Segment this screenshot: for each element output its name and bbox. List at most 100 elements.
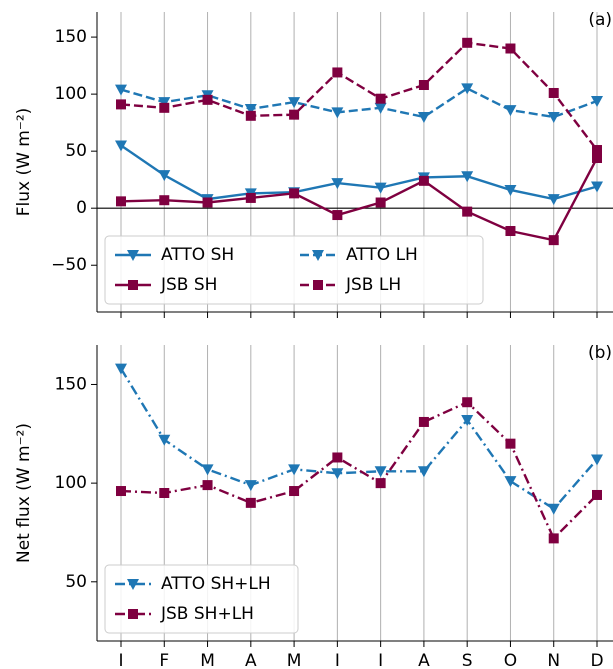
legend-marker xyxy=(127,579,139,590)
y-tick-label: 150 xyxy=(55,27,87,47)
marker xyxy=(332,452,343,463)
marker xyxy=(417,111,430,123)
marker xyxy=(418,80,429,91)
legend-box xyxy=(104,564,299,634)
marker xyxy=(462,37,473,48)
marker xyxy=(116,486,126,497)
marker xyxy=(202,197,213,208)
marker xyxy=(504,105,517,117)
y-tick-label: 100 xyxy=(55,473,87,493)
marker xyxy=(115,84,127,96)
y-tick-label: −50 xyxy=(51,255,87,275)
marker xyxy=(202,480,213,491)
series-line xyxy=(120,157,599,242)
series-line xyxy=(120,87,598,119)
marker xyxy=(504,184,517,196)
panel: −50 0 50 100 150 Flux (W m⁻²) (a) xyxy=(14,10,613,318)
marker xyxy=(374,102,387,114)
legend-label: JSB LH xyxy=(345,275,401,295)
marker xyxy=(461,83,474,95)
marker xyxy=(115,140,127,152)
legend: ATTO SH+LH JSB SH+LH xyxy=(104,564,299,634)
marker xyxy=(332,210,343,221)
marker xyxy=(417,466,430,478)
y-axis-label: Flux (W m⁻²) xyxy=(14,108,34,217)
legend: ATTO SH JSB SH ATTO LH JSB LH xyxy=(104,235,484,305)
marker xyxy=(375,197,386,208)
legend-marker xyxy=(128,609,138,619)
x-tick-label: I xyxy=(335,651,340,669)
marker xyxy=(288,97,301,109)
marker xyxy=(159,195,170,206)
marker xyxy=(505,438,516,449)
marker xyxy=(591,95,603,107)
marker xyxy=(116,99,126,110)
panel: I F M A M I I A S O N D 50 100 150 Net flux (W m⁻²) (b) xyxy=(14,343,613,669)
marker xyxy=(548,87,559,98)
marker xyxy=(592,489,602,500)
legend-marker xyxy=(312,250,324,261)
series-line xyxy=(120,144,598,201)
marker xyxy=(288,464,301,476)
x-tick-label: A xyxy=(245,651,257,669)
marker xyxy=(547,194,560,206)
x-tick-label: F xyxy=(159,651,169,669)
x-tick-label: I xyxy=(118,651,123,669)
marker xyxy=(505,226,516,237)
y-tick-label: 150 xyxy=(55,374,87,394)
marker xyxy=(158,434,171,446)
series-line xyxy=(120,400,598,541)
marker xyxy=(331,178,344,190)
marker xyxy=(116,196,126,207)
marker xyxy=(201,464,214,476)
panel-label: (b) xyxy=(588,343,612,363)
marker xyxy=(159,102,170,113)
marker xyxy=(289,109,300,120)
marker xyxy=(158,97,171,109)
marker xyxy=(374,466,387,478)
legend-label: ATTO SH xyxy=(161,245,234,265)
marker xyxy=(332,67,343,78)
marker xyxy=(374,182,387,194)
marker xyxy=(331,468,344,480)
marker xyxy=(461,171,474,183)
marker xyxy=(289,486,300,497)
x-tick-label: M xyxy=(287,651,302,669)
y-tick-label: 50 xyxy=(65,141,87,161)
marker xyxy=(548,533,559,544)
marker xyxy=(592,145,602,156)
marker xyxy=(244,103,257,115)
marker xyxy=(289,188,300,199)
marker xyxy=(244,480,257,492)
legend-label: JSB SH+LH xyxy=(160,604,254,624)
marker xyxy=(548,235,559,246)
y-tick-label: 0 xyxy=(76,198,87,218)
marker xyxy=(375,93,386,104)
y-tick-label: 100 xyxy=(55,84,87,104)
marker xyxy=(461,414,474,426)
legend-marker xyxy=(313,280,323,290)
marker xyxy=(245,110,256,121)
marker xyxy=(375,478,386,489)
legend-label: ATTO LH xyxy=(346,245,418,265)
x-tick-label: N xyxy=(547,651,560,669)
x-tick-label: M xyxy=(200,651,215,669)
marker xyxy=(591,181,603,193)
marker xyxy=(331,107,344,119)
series-line xyxy=(120,41,598,151)
series-line xyxy=(119,368,598,511)
x-tick-label: I xyxy=(378,651,383,669)
x-tick-label: A xyxy=(418,651,430,669)
marker xyxy=(418,175,429,186)
x-tick-label: S xyxy=(462,651,473,669)
marker xyxy=(115,363,127,375)
y-tick-label: 50 xyxy=(65,572,87,592)
marker xyxy=(202,94,213,105)
marker xyxy=(158,170,171,182)
legend-marker xyxy=(128,280,138,290)
marker xyxy=(245,192,256,203)
marker xyxy=(547,111,560,123)
y-axis-label: Net flux (W m⁻²) xyxy=(14,423,34,563)
marker xyxy=(462,397,473,408)
